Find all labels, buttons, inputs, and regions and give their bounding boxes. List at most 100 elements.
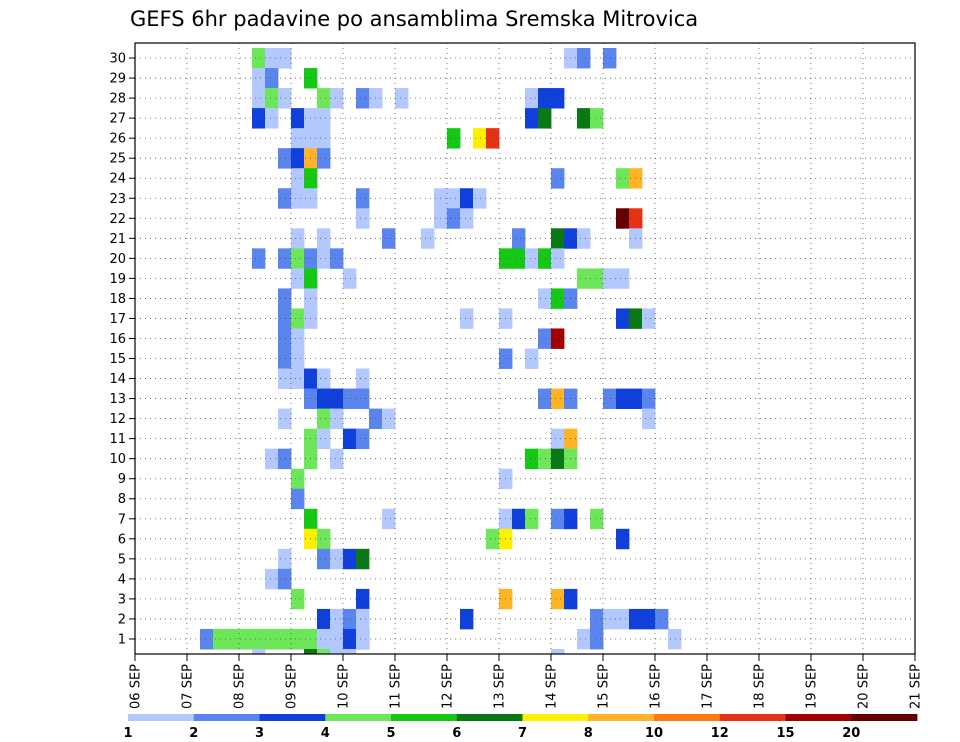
heatmap-cell (291, 148, 305, 169)
y-tick-label: 7 (118, 512, 126, 527)
heatmap-cell (278, 288, 292, 309)
heatmap-cell (343, 388, 370, 409)
heatmap-cell (278, 248, 292, 269)
y-tick-label: 10 (109, 452, 126, 467)
heatmap-cell (252, 108, 266, 129)
heatmap-cell (616, 268, 630, 289)
heatmap-cell (382, 228, 396, 249)
heatmap-cell (603, 48, 617, 69)
heatmap-cell (525, 348, 539, 369)
y-tick-label: 12 (109, 412, 126, 427)
heatmap-cell (616, 528, 630, 550)
heatmap-cell (538, 288, 552, 309)
heatmap-cell (538, 248, 552, 269)
heatmap-cell (356, 548, 370, 570)
y-tick-label: 4 (118, 572, 126, 587)
heatmap-cell (616, 168, 630, 189)
y-tick-label: 22 (109, 212, 126, 227)
heatmap-cell (551, 428, 565, 450)
x-tick-label: 06 SEP (129, 664, 144, 709)
heatmap-cell (538, 108, 552, 129)
y-tick-label: 18 (109, 292, 126, 307)
heatmap-cell (343, 648, 357, 654)
colorbar-segment (325, 714, 392, 721)
heatmap-cell (291, 468, 305, 490)
y-tick-label: 15 (109, 352, 126, 367)
heatmap-cell (330, 448, 344, 470)
heatmap-cell (538, 328, 552, 349)
heatmap-cell (460, 608, 474, 630)
heatmap-cell (330, 648, 344, 654)
y-axis: 1234567891011121314151617181920212223242… (109, 52, 135, 647)
heatmap-cell (330, 88, 344, 109)
colorbar-segment (128, 714, 195, 721)
heatmap-cell (590, 628, 604, 650)
colorbar-label: 1 (123, 726, 132, 741)
heatmap-cell (317, 88, 331, 109)
x-tick-label: 07 SEP (181, 664, 196, 709)
heatmap-cell (499, 248, 526, 269)
y-tick-label: 24 (109, 172, 126, 187)
heatmap-cell (382, 408, 396, 430)
x-tick-label: 15 SEP (597, 664, 612, 709)
heatmap-cell (590, 508, 604, 530)
heatmap-cell (447, 208, 461, 229)
heatmap-cell (317, 368, 331, 389)
heatmap-cell (278, 88, 292, 109)
heatmap-cell (577, 628, 591, 650)
heatmap-cell (330, 408, 344, 430)
heatmap-cell (278, 188, 292, 209)
y-tick-label: 3 (118, 592, 126, 607)
heatmap-cell (642, 388, 656, 409)
heatmap-cell (317, 548, 331, 570)
heatmap-cell (330, 548, 344, 570)
y-tick-label: 9 (118, 472, 126, 487)
heatmap-cell (291, 188, 305, 209)
heatmap-cell (291, 168, 305, 189)
chart-title: GEFS 6hr padavine po ansamblima Sremska … (130, 7, 698, 31)
heatmap-cell (265, 448, 279, 470)
heatmap-cell (291, 308, 305, 329)
colorbar-label: 15 (776, 726, 794, 741)
y-tick-label: 11 (109, 432, 126, 447)
x-tick-label: 20 SEP (857, 664, 872, 709)
colorbar-segment (588, 714, 655, 721)
y-tick-label: 17 (109, 312, 126, 327)
heatmap-cell (629, 608, 656, 630)
heatmap-cell (343, 268, 357, 289)
heatmap-cell (551, 508, 565, 530)
colorbar-segment (259, 714, 326, 721)
colorbar-segment (851, 714, 918, 721)
heatmap-cell (382, 508, 396, 530)
heatmap-cell (330, 248, 344, 269)
y-tick-label: 28 (109, 92, 126, 107)
y-tick-label: 1 (118, 632, 126, 647)
heatmap-cell (317, 428, 331, 450)
heatmap-cell (512, 508, 526, 530)
y-tick-label: 8 (118, 492, 126, 507)
y-tick-label: 29 (109, 72, 126, 87)
heatmap-cell (356, 588, 370, 610)
colorbar-segment (456, 714, 523, 721)
heatmap-cell (291, 248, 305, 269)
colorbar-segment (719, 714, 786, 721)
colorbar-label: 5 (386, 726, 395, 741)
y-tick-label: 23 (109, 192, 126, 207)
heatmap-cell (356, 608, 370, 630)
heatmap-cell (317, 628, 331, 650)
grid-lines (135, 43, 915, 654)
x-tick-label: 10 SEP (337, 664, 352, 709)
heatmap-cell (525, 88, 539, 109)
x-tick-label: 19 SEP (805, 664, 820, 709)
heatmap-cell (551, 248, 565, 269)
y-tick-label: 27 (109, 112, 126, 127)
heatmap-cell (551, 388, 565, 409)
heatmap-cell (291, 108, 305, 129)
heatmap-cell (278, 448, 292, 470)
heatmap-cell (603, 388, 617, 409)
y-tick-label: 20 (109, 252, 126, 267)
heatmap-cell (525, 248, 539, 269)
heatmap-cell (447, 128, 461, 149)
heatmap-cell (265, 48, 292, 69)
